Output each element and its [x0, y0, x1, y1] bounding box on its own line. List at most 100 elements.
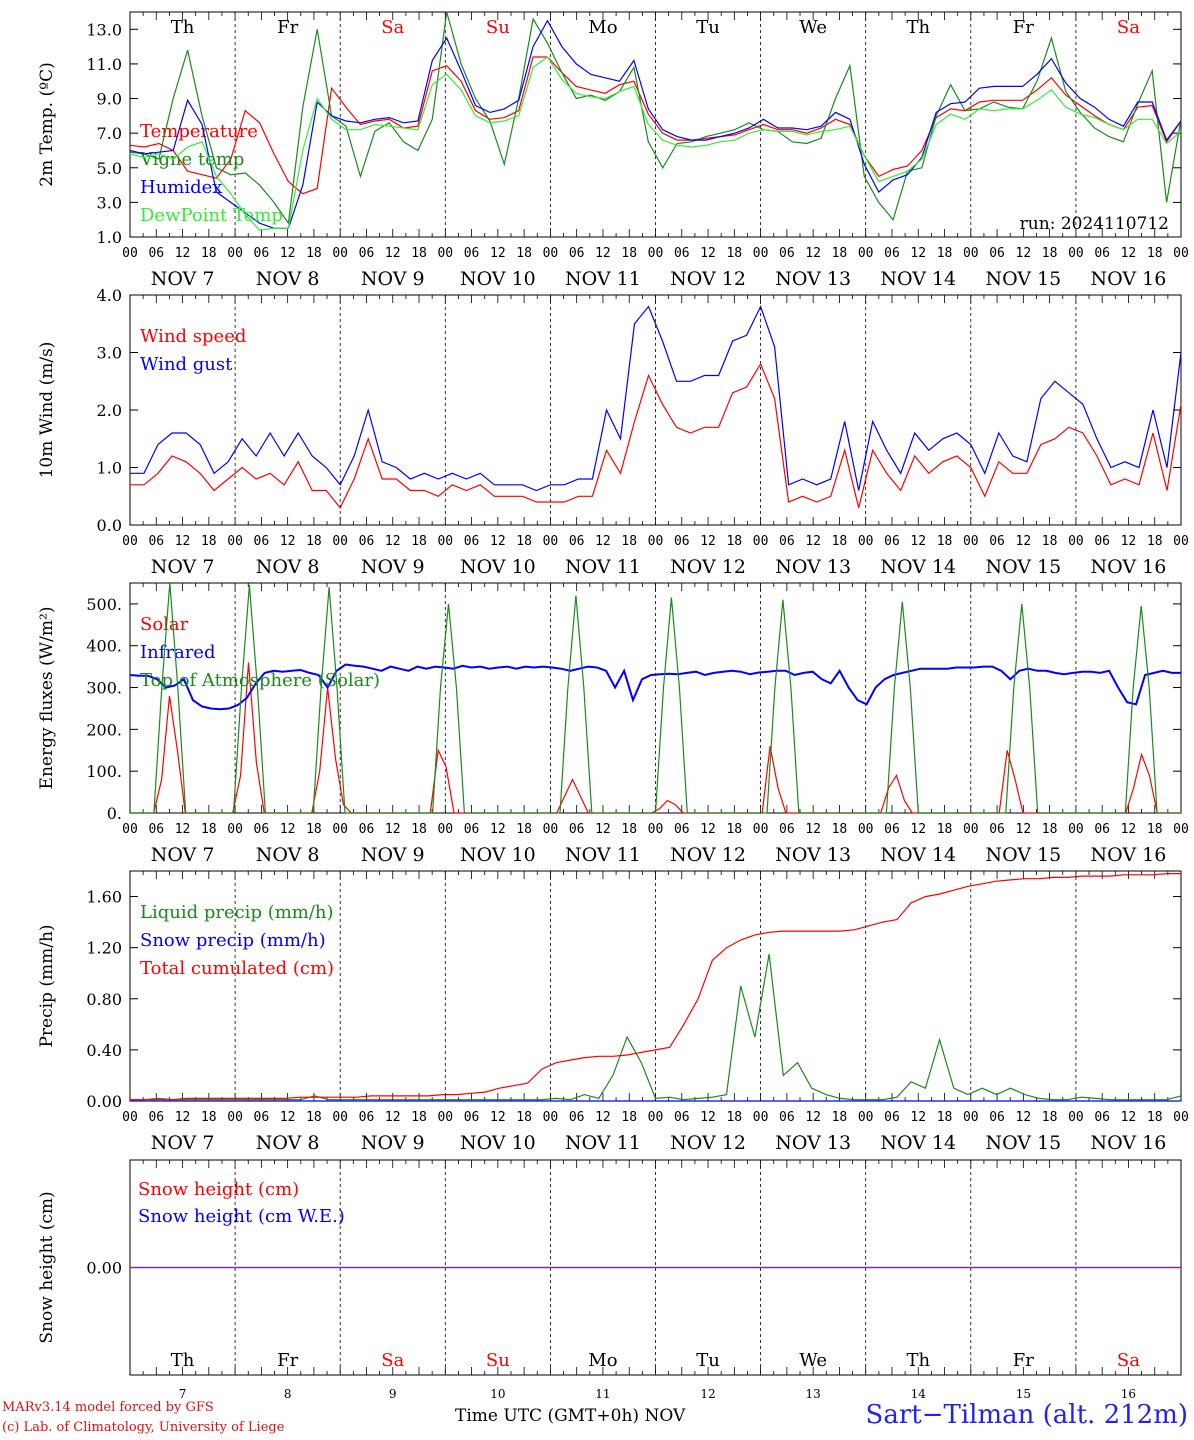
- day-of-week-label: We: [799, 1350, 827, 1371]
- y-tick-label: 1.0: [97, 459, 122, 478]
- series-line-humidex: [129, 19, 1182, 229]
- day-of-week-label: Tu: [696, 17, 720, 38]
- y-tick-label: 9.0: [97, 90, 122, 109]
- day-of-week-label: Su: [486, 1350, 510, 1371]
- y-tick-label: 500.: [86, 595, 122, 614]
- hour-tick-label: 18: [306, 822, 322, 837]
- date-label: NOV 10: [460, 268, 536, 290]
- hour-tick-label: 06: [779, 534, 795, 549]
- hour-tick-label: 00: [1068, 822, 1084, 837]
- hour-tick-label: 06: [674, 246, 690, 261]
- date-label: NOV 15: [985, 556, 1061, 578]
- hour-tick-label: 06: [1094, 1110, 1110, 1125]
- legend-entry: Wind gust: [140, 354, 233, 375]
- legend-entry: Wind speed: [140, 326, 246, 347]
- hour-tick-label: 00: [543, 534, 559, 549]
- date-label: NOV 16: [1091, 268, 1167, 290]
- hour-tick-label: 18: [726, 246, 742, 261]
- hour-tick-label: 12: [1016, 822, 1032, 837]
- legend-entry: Temperature: [140, 121, 258, 142]
- legend-entry: Snow precip (mm/h): [140, 930, 326, 951]
- hour-tick-label: 00: [1173, 1110, 1189, 1125]
- hour-tick-label: 00: [1068, 1110, 1084, 1125]
- date-label: NOV 13: [775, 1132, 851, 1154]
- date-label: NOV 14: [880, 268, 956, 290]
- hour-tick-label: 00: [753, 1110, 769, 1125]
- date-label: NOV 7: [151, 556, 215, 578]
- y-tick-label: 1.60: [86, 888, 122, 907]
- hour-tick-label: 00: [648, 1110, 664, 1125]
- day-number-label: 9: [389, 1387, 397, 1401]
- hour-tick-label: 12: [1016, 1110, 1032, 1125]
- hour-tick-label: 18: [201, 534, 217, 549]
- hour-tick-label: 18: [621, 1110, 637, 1125]
- day-number-label: 12: [700, 1387, 715, 1401]
- date-label: NOV 11: [565, 268, 641, 290]
- hour-tick-label: 00: [122, 1110, 138, 1125]
- legend-entry: Top of Atmosphere (Solar): [140, 670, 380, 691]
- hour-tick-label: 18: [201, 822, 217, 837]
- y-tick-label: 300.: [86, 679, 122, 698]
- hour-tick-label: 00: [648, 246, 664, 261]
- y-tick-label: 0.0: [97, 516, 122, 535]
- date-label: NOV 14: [880, 1132, 956, 1154]
- hour-tick-label: 00: [543, 246, 559, 261]
- hour-tick-label: 06: [884, 246, 900, 261]
- y-tick-label: 7.0: [97, 124, 122, 143]
- hour-tick-label: 18: [516, 534, 532, 549]
- hour-tick-label: 18: [1147, 822, 1163, 837]
- hour-tick-label: 18: [201, 246, 217, 261]
- date-label: NOV 8: [256, 844, 320, 866]
- hour-tick-label: 18: [937, 246, 953, 261]
- hour-tick-label: 18: [621, 822, 637, 837]
- hour-tick-label: 12: [385, 1110, 401, 1125]
- day-of-week-label: Mo: [588, 17, 617, 38]
- hour-tick-label: 18: [306, 246, 322, 261]
- hour-tick-label: 00: [122, 534, 138, 549]
- hour-tick-label: 06: [989, 1110, 1005, 1125]
- y-tick-label: 1.0: [97, 228, 122, 247]
- hour-tick-label: 06: [674, 822, 690, 837]
- day-number-label: 8: [284, 1387, 292, 1401]
- legend-entry: Liquid precip (mm/h): [140, 902, 334, 923]
- hour-tick-label: 12: [385, 246, 401, 261]
- hour-tick-label: 18: [1042, 1110, 1058, 1125]
- date-label: NOV 9: [361, 556, 425, 578]
- date-label: NOV 7: [151, 844, 215, 866]
- hour-tick-label: 00: [963, 534, 979, 549]
- hour-tick-label: 12: [280, 246, 296, 261]
- hour-tick-label: 12: [175, 534, 191, 549]
- date-label: NOV 15: [985, 844, 1061, 866]
- date-label: NOV 8: [256, 556, 320, 578]
- date-label: NOV 11: [565, 844, 641, 866]
- hour-tick-label: 12: [1121, 246, 1137, 261]
- hour-tick-label: 06: [464, 534, 480, 549]
- day-of-week-label: Fr: [277, 1350, 298, 1371]
- y-axis-label: 2m Temp. (ºC): [37, 62, 57, 187]
- date-label: NOV 7: [151, 1132, 215, 1154]
- day-of-week-label: Th: [906, 17, 930, 38]
- hour-tick-label: 00: [543, 1110, 559, 1125]
- hour-tick-label: 00: [227, 1110, 243, 1125]
- hour-tick-label: 18: [726, 534, 742, 549]
- run-label: run: 2024110712: [1020, 214, 1169, 234]
- hour-tick-label: 18: [621, 534, 637, 549]
- hour-tick-label: 18: [937, 822, 953, 837]
- hour-tick-label: 06: [674, 1110, 690, 1125]
- hour-tick-label: 18: [411, 1110, 427, 1125]
- hour-tick-label: 06: [464, 822, 480, 837]
- day-number-label: 10: [490, 1387, 505, 1401]
- hour-tick-label: 06: [569, 246, 585, 261]
- day-of-week-label: Th: [171, 17, 195, 38]
- hour-tick-label: 00: [753, 246, 769, 261]
- hour-tick-label: 18: [1042, 246, 1058, 261]
- hour-tick-label: 12: [1121, 1110, 1137, 1125]
- y-tick-label: 0.00: [86, 1259, 122, 1278]
- day-number-label: 15: [1016, 1387, 1031, 1401]
- date-label: NOV 13: [775, 268, 851, 290]
- hour-tick-label: 06: [359, 534, 375, 549]
- hour-tick-label: 06: [148, 534, 164, 549]
- hour-tick-label: 12: [385, 822, 401, 837]
- hour-tick-label: 12: [910, 1110, 926, 1125]
- hour-tick-label: 18: [937, 1110, 953, 1125]
